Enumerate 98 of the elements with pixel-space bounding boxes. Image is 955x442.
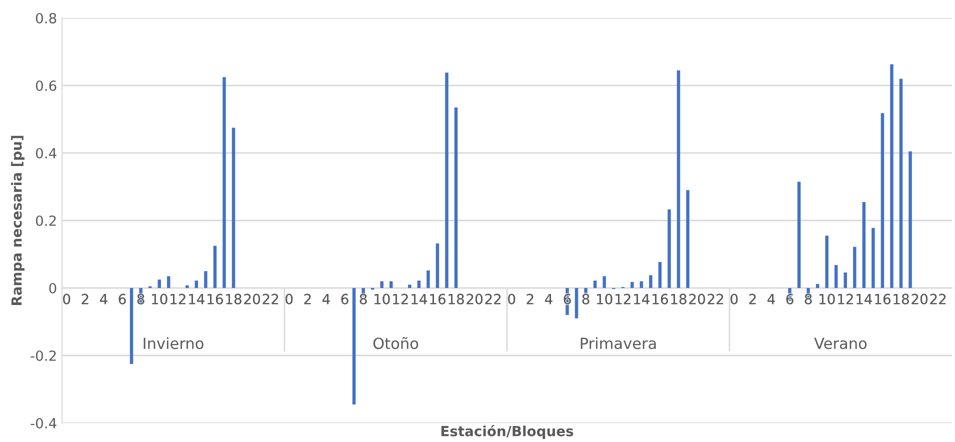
bar — [834, 265, 838, 288]
bar — [194, 280, 198, 288]
x-tick-label: 18 — [226, 294, 242, 304]
bar — [454, 107, 458, 288]
bar — [445, 72, 448, 288]
x-tick-label: 12 — [170, 294, 186, 304]
x-tick-label: 8 — [360, 294, 367, 304]
bar — [816, 284, 820, 288]
x-tick-label: 12 — [838, 294, 853, 304]
bar — [574, 288, 578, 318]
x-tick-label: 18 — [894, 294, 909, 304]
bar — [593, 280, 597, 288]
x-tick-label: 16 — [208, 294, 223, 304]
bar — [602, 276, 606, 288]
bar — [658, 262, 662, 288]
bar — [908, 151, 912, 288]
x-tick-label: 10 — [820, 294, 835, 304]
x-tick-label: 20 — [466, 294, 482, 304]
x-tick-label: 10 — [152, 294, 168, 304]
y-tick-label: 0.2 — [36, 215, 56, 226]
bar — [853, 246, 856, 288]
x-tick-label: 4 — [322, 294, 330, 304]
y-tick-label: -0.4 — [30, 418, 56, 428]
bar — [380, 281, 384, 288]
x-tick-label: 14 — [412, 294, 427, 304]
bar — [166, 276, 170, 288]
x-tick-label: 20 — [244, 294, 260, 304]
bar — [222, 77, 226, 288]
bar — [649, 275, 652, 288]
x-tick-label: 0 — [286, 294, 293, 304]
x-tick-label: 14 — [634, 294, 650, 304]
y-tick-label: 0.8 — [36, 12, 56, 24]
x-tick-label: 2 — [749, 294, 756, 304]
x-tick-label: 0 — [508, 294, 516, 304]
bar — [130, 288, 134, 364]
bar — [668, 209, 671, 288]
x-tick-label: 22 — [930, 294, 946, 304]
bar — [686, 190, 690, 288]
bar — [872, 228, 875, 288]
x-tick-label: 6 — [118, 294, 126, 304]
x-tick-label: 10 — [597, 294, 612, 304]
bar — [436, 243, 440, 288]
y-tick-label: -0.2 — [30, 350, 56, 361]
bar — [426, 270, 430, 288]
x-tick-label: 20 — [689, 294, 705, 304]
x-tick-label: 12 — [616, 294, 630, 304]
x-tick-label: 8 — [804, 294, 812, 304]
annotation: Verano — [814, 338, 867, 350]
y-tick-label: 0 — [49, 282, 56, 294]
bar — [797, 182, 801, 288]
bar — [158, 280, 161, 288]
bar — [352, 288, 356, 404]
bar — [186, 285, 189, 288]
x-axis-title: Estación/Bloques — [441, 425, 574, 440]
x-tick-label: 4 — [767, 294, 775, 304]
x-tick-label: 6 — [341, 294, 348, 304]
x-tick-label: 22 — [262, 294, 278, 304]
bar — [213, 246, 217, 288]
x-tick-label: 2 — [82, 294, 88, 304]
bar — [890, 64, 894, 288]
bar — [232, 128, 236, 288]
x-tick-label: 20 — [912, 294, 928, 304]
x-tick-label: 6 — [786, 294, 794, 304]
x-tick-label: 4 — [100, 294, 108, 304]
y-tick-label: 0.6 — [36, 80, 56, 91]
annotation: Invierno — [144, 337, 204, 350]
x-tick-label: 2 — [304, 294, 311, 304]
x-tick-label: 8 — [582, 294, 590, 304]
x-tick-label: 18 — [671, 294, 686, 304]
x-tick-label: 14 — [856, 294, 872, 304]
x-tick-label: 22 — [485, 294, 501, 304]
x-tick-label: 14 — [189, 294, 204, 304]
x-tick-label: 22 — [708, 294, 724, 304]
x-tick-label: 12 — [393, 294, 408, 304]
x-tick-label: 0 — [63, 294, 70, 304]
x-tick-label: 16 — [430, 294, 446, 304]
y-tick-label: 0.4 — [36, 148, 56, 158]
bar — [862, 202, 866, 288]
bar — [408, 284, 412, 288]
bar — [880, 113, 884, 288]
y-axis-title: Rampa necesaria [pu] — [11, 136, 24, 306]
x-tick-label: 16 — [875, 294, 890, 304]
x-tick-label: 2 — [526, 294, 534, 304]
x-tick-label: 4 — [544, 294, 552, 304]
bar — [630, 282, 634, 288]
bar — [899, 78, 903, 288]
x-tick-label: 0 — [730, 294, 738, 304]
bar — [825, 236, 828, 288]
bar — [204, 271, 208, 288]
bar — [844, 272, 848, 288]
bar — [417, 280, 421, 288]
annotation: Primavera — [580, 337, 656, 350]
bar — [676, 70, 680, 288]
bar — [584, 288, 588, 294]
x-tick-label: 18 — [448, 294, 464, 304]
annotation: Otoño — [373, 337, 418, 350]
x-tick-label: 10 — [374, 294, 390, 304]
x-tick-label: 16 — [652, 294, 668, 304]
